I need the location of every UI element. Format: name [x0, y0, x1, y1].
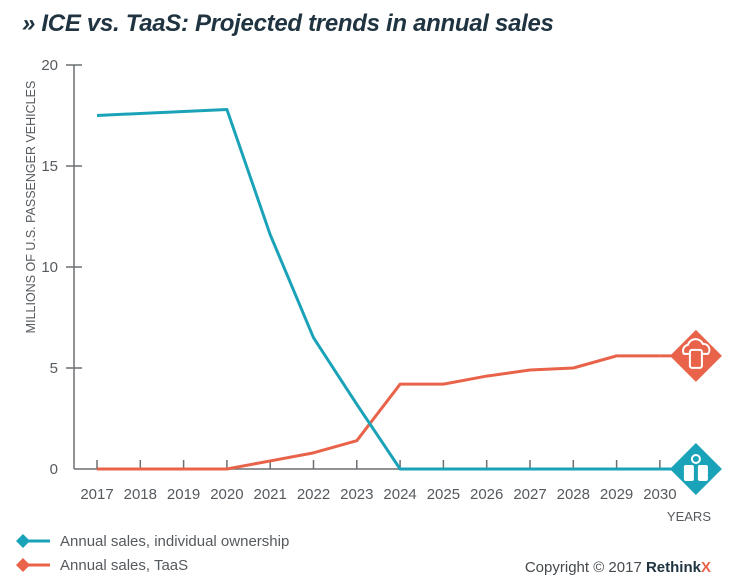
series-line-individual-ownership [96, 107, 660, 471]
x-tick-label: 2023 [340, 486, 373, 503]
diamond-marker [669, 443, 722, 495]
series-line-taas [97, 354, 660, 471]
x-tick-label: 2020 [210, 486, 243, 503]
brand-x: X [701, 559, 711, 576]
legend-label: Annual sales, TaaS [60, 557, 188, 574]
x-tick-label: 2030 [643, 486, 676, 503]
y-tick-label: 20 [41, 57, 58, 74]
x-tick-label: 2026 [470, 486, 503, 503]
y-axis-label: MILLIONS OF U.S. PASSENGER VEHICLES [24, 81, 38, 334]
x-tick-label: 2028 [557, 486, 590, 503]
end-icons [659, 329, 722, 495]
y-tick-label: 10 [41, 259, 58, 276]
x-tick-label: 2022 [297, 486, 330, 503]
legend-label: Annual sales, individual ownership [60, 533, 289, 550]
y-tick-label: 5 [50, 360, 58, 377]
y-tick-label: 15 [41, 158, 58, 175]
cloud-shape [682, 338, 711, 355]
x-tick-label: 2025 [427, 486, 460, 503]
copyright-prefix: Copyright © 2017 [525, 559, 646, 576]
legend: Annual sales, individual ownership Annual… [16, 533, 289, 574]
x-tick-label: 2021 [254, 486, 287, 503]
legend-diamond-icon [16, 558, 30, 572]
x-tick-label: 2018 [124, 486, 157, 503]
chart-title: » ICE vs. TaaS: Projected trends in annu… [22, 10, 554, 37]
series-lines [96, 107, 660, 471]
legend-item: Annual sales, TaaS [16, 557, 188, 574]
x-tick-label: 2017 [80, 486, 113, 503]
phone-shape [688, 348, 703, 369]
key-fob-right [697, 465, 708, 481]
legend-diamond-icon [16, 534, 30, 548]
axes: 0 5 10 15 20 2017 2018 2019 2020 2021 2022 2023 2024… [24, 57, 711, 524]
x-tick-label: 2019 [167, 486, 200, 503]
key-ring [690, 454, 701, 464]
x-tick-label: 2024 [383, 486, 416, 503]
copyright: Copyright © 2017 RethinkX [525, 559, 711, 576]
legend-item: Annual sales, individual ownership [16, 533, 289, 550]
x-tick-label: 2029 [600, 486, 633, 503]
key-fob-left [683, 465, 694, 481]
brand-name: Rethink [646, 559, 702, 576]
cloud-phone-icon [659, 329, 722, 382]
y-tick-label: 0 [50, 461, 58, 478]
x-axis-label: YEARS [667, 509, 711, 524]
x-tick-label: 2027 [513, 486, 546, 503]
car-keys-icon [659, 443, 722, 495]
